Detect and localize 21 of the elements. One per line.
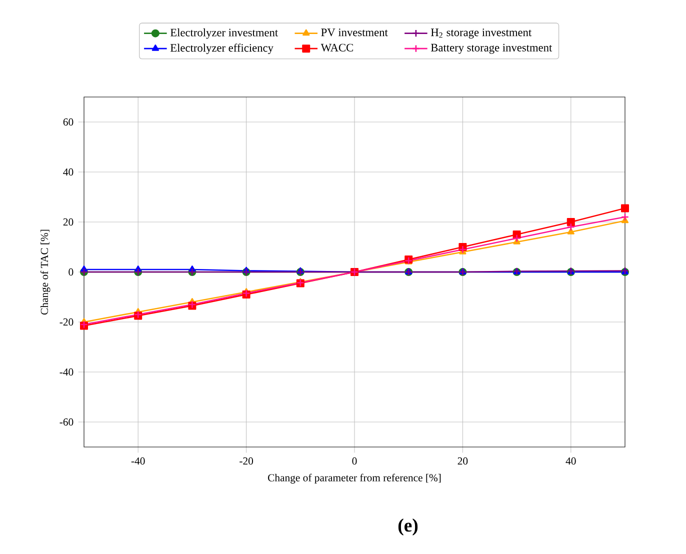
y-tick-label: 60: [63, 118, 74, 126]
legend-label: WACC: [320, 44, 353, 52]
y-tick-label: -20: [60, 318, 74, 326]
legend-label: Battery storage investment: [430, 44, 552, 54]
y-tick-label: 0: [68, 268, 74, 276]
y-tick-label: 40: [63, 168, 74, 176]
x-tick-label: -40: [131, 457, 145, 465]
text: (e): [398, 518, 418, 536]
legend-label: Electrolyzer investment: [170, 28, 278, 39]
y-tick-label: -60: [60, 418, 74, 426]
x-tick-label: 20: [458, 457, 468, 465]
legend-label: PV investment: [321, 28, 388, 36]
y-axis-title: Change of TAC [%]: [40, 230, 50, 315]
x-tick-label: 40: [566, 457, 576, 465]
y-tick-label: 20: [63, 218, 74, 226]
x-tick-label: 0: [352, 457, 357, 465]
x-tick-label: -20: [240, 457, 254, 465]
y-tick-label: -40: [60, 368, 74, 376]
x-axis-title: Change of parameter from reference [%]: [268, 474, 441, 484]
legend-label: Electrolyzer efficiency: [170, 44, 274, 54]
legend-label: H$_{2}$ storage investment: [430, 28, 532, 39]
